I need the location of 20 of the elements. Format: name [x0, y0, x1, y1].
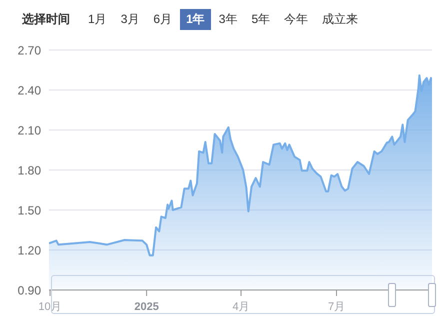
- x-tick-label: 4月: [232, 301, 250, 313]
- text: 6月: [152, 10, 174, 28]
- y-tick-label: 1.20: [18, 243, 42, 258]
- text: 1月: [87, 10, 108, 28]
- text: 3月: [120, 10, 140, 28]
- text: 选择时间: [21, 10, 71, 28]
- x-tick-label: 2025: [134, 301, 159, 313]
- y-tick-label: 1.50: [18, 203, 42, 218]
- y-tick-label: 1.80: [18, 163, 42, 178]
- y-tick-label: 2.70: [18, 43, 42, 58]
- x-tick-label: 7月: [328, 301, 346, 313]
- text: 今年: [283, 10, 310, 28]
- x-tick-label: 10月: [38, 301, 62, 313]
- text: 5年: [250, 10, 272, 28]
- y-tick-label: 0.90: [18, 283, 42, 298]
- y-tick-label: 2.40: [18, 83, 42, 98]
- text: 1年: [180, 8, 211, 30]
- y-tick-label: 2.10: [18, 123, 42, 138]
- text: 3年: [218, 10, 238, 28]
- text: 成立来: [321, 10, 360, 28]
